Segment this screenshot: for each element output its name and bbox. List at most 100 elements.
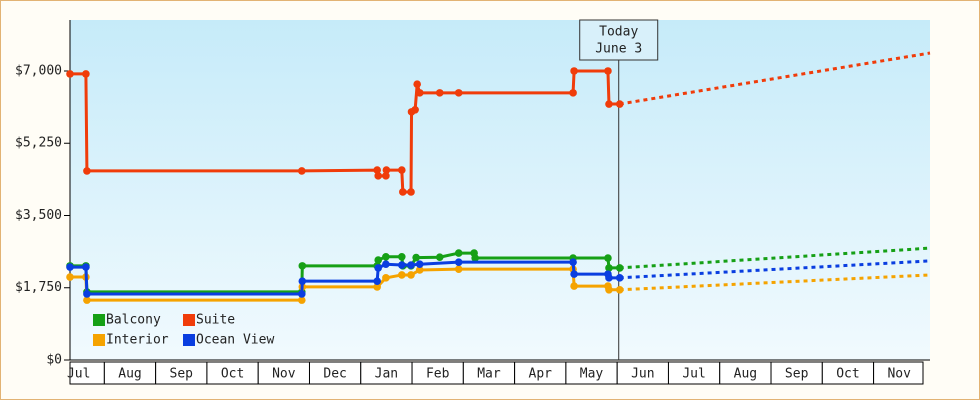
point: [66, 70, 74, 78]
forecast-line: [619, 259, 931, 280]
legend-label: Interior: [106, 333, 169, 348]
point: [454, 265, 463, 273]
point: [374, 256, 383, 264]
y-tick-label: $7,000: [15, 63, 62, 78]
x-tick-label: Sep: [170, 367, 194, 382]
point: [399, 188, 407, 196]
point: [374, 264, 383, 272]
x-tick-label: Aug: [734, 367, 757, 382]
point: [604, 254, 612, 262]
point: [435, 253, 444, 261]
x-tick-label: Jun: [631, 367, 654, 382]
x-tick-label: Mar: [477, 367, 501, 382]
point: [382, 260, 390, 269]
legend-label: Suite: [196, 313, 235, 328]
point: [454, 249, 463, 257]
point: [83, 290, 91, 298]
point: [297, 296, 306, 304]
x-tick-label: Jul: [67, 367, 90, 382]
point: [435, 89, 444, 97]
point: [66, 263, 74, 271]
today-label: June 3: [595, 42, 642, 57]
point: [407, 271, 415, 279]
point: [83, 296, 91, 304]
point: [569, 258, 577, 266]
x-tick-label: Nov: [887, 367, 911, 382]
point: [82, 70, 90, 78]
x-tick-label: Nov: [272, 367, 296, 382]
point: [297, 290, 306, 298]
legend-swatch: [93, 334, 105, 346]
point: [397, 166, 406, 174]
point: [373, 166, 381, 174]
point: [374, 172, 383, 180]
point: [570, 270, 578, 278]
legend-label: Ocean View: [196, 333, 274, 348]
point: [415, 260, 424, 269]
y-tick-label: $5,250: [15, 136, 62, 151]
x-tick-label: Jul: [682, 367, 705, 382]
series-line: [70, 69, 620, 194]
point: [615, 286, 624, 294]
point: [373, 277, 381, 285]
today-box: [579, 19, 659, 61]
point: [454, 89, 463, 97]
point: [415, 266, 424, 274]
point: [373, 283, 381, 291]
point: [615, 264, 624, 272]
point: [605, 274, 613, 282]
point: [415, 89, 424, 97]
x-tick-label: Sep: [785, 367, 809, 382]
point: [407, 261, 415, 269]
series-line: [70, 267, 620, 302]
legend-label: Balcony: [106, 313, 161, 328]
x-tick-label: Apr: [529, 367, 553, 382]
point: [382, 166, 391, 174]
point: [83, 167, 91, 175]
x-tick-label: Dec: [323, 367, 346, 382]
y-tick-label: $1,750: [15, 280, 62, 295]
x-tick-label: Jan: [375, 367, 398, 382]
point: [605, 100, 613, 108]
point: [382, 274, 390, 282]
y-tick-label: $0: [46, 353, 62, 368]
legend-swatch: [93, 314, 105, 326]
forecast-line: [619, 246, 931, 270]
point: [454, 258, 463, 266]
point: [605, 264, 613, 272]
point: [382, 172, 390, 180]
y-tick-label: $3,500: [15, 208, 62, 223]
point: [298, 262, 307, 270]
point: [397, 271, 406, 279]
point: [605, 286, 613, 294]
x-tick-label: Oct: [221, 367, 244, 382]
point: [570, 282, 578, 290]
legend-swatch: [183, 334, 195, 346]
legend-swatch: [183, 314, 195, 326]
point: [397, 252, 406, 261]
point: [412, 253, 420, 262]
point: [471, 254, 479, 262]
point: [413, 80, 421, 89]
point: [407, 188, 415, 196]
point: [615, 100, 624, 108]
today-label: Today: [599, 25, 638, 40]
x-band: [873, 361, 924, 385]
point: [298, 277, 307, 285]
x-tick-label: May: [580, 367, 604, 382]
point: [82, 263, 90, 271]
point: [570, 67, 578, 75]
point: [297, 167, 306, 175]
point: [382, 252, 390, 261]
forecast-line: [619, 273, 931, 292]
point: [569, 89, 577, 97]
plot-area: [70, 20, 930, 360]
point: [66, 273, 74, 281]
x-tick-label: Oct: [836, 367, 859, 382]
point: [604, 67, 612, 75]
x-tick-label: Aug: [118, 367, 141, 382]
point: [411, 105, 419, 114]
point: [397, 261, 406, 269]
point: [615, 274, 624, 282]
